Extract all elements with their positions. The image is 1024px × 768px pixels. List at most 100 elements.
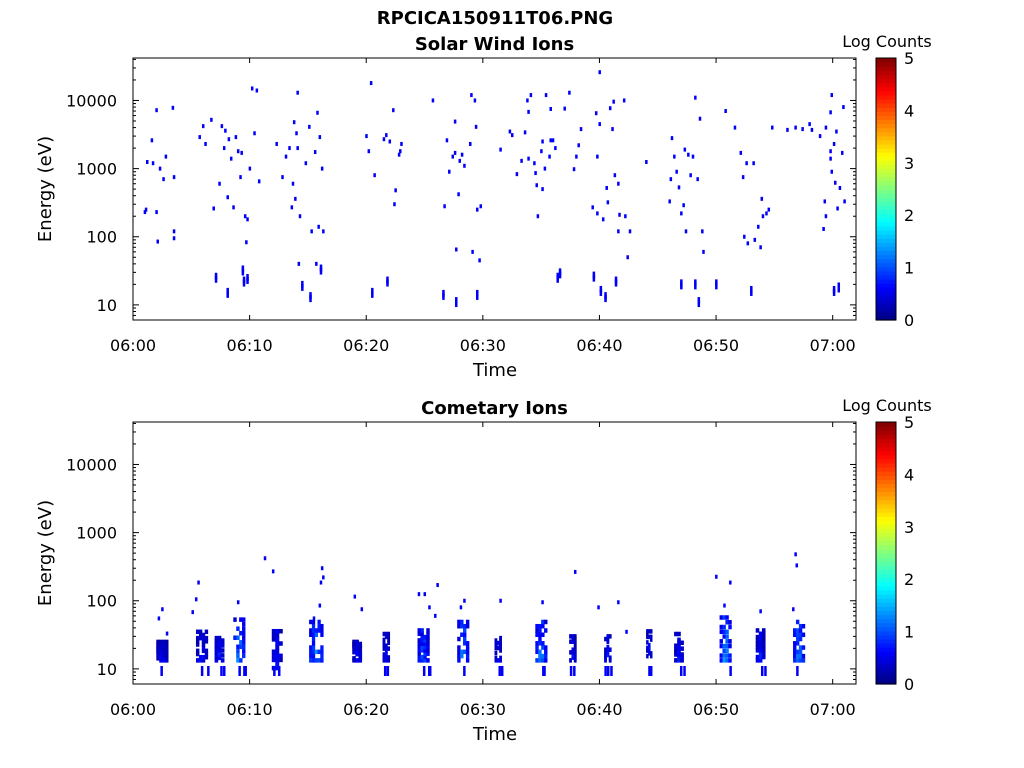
cluster-bin [573,639,577,644]
data-pixel [842,105,845,110]
colorbar-step [876,221,896,227]
data-pixel [794,125,797,130]
cluster-bin [233,635,237,640]
x-tick-label: 06:10 [227,336,273,355]
data-pixel [197,580,200,585]
cluster-bin [463,636,467,642]
cluster-bin [677,631,681,637]
colorbar-step [876,148,896,153]
ion-cluster [156,639,169,677]
data-pixel [310,229,313,234]
cluster-bin [649,666,653,677]
cluster-bin [795,628,800,633]
data-pixel [611,127,614,132]
colorbar-step [876,266,896,272]
data-pixel [745,161,748,166]
cluster-bin [384,652,388,657]
cluster-bin [217,650,222,656]
cluster-bin [541,645,545,650]
data-pixel [227,137,231,142]
data-pixel [536,214,540,219]
data-pixel [320,166,324,171]
colorbar-step [876,258,896,264]
cluster-bin [420,641,424,646]
cluster-bin [798,632,803,638]
colorbar-step [876,123,896,129]
data-pixel [275,141,278,146]
cluster-bin [755,658,760,663]
cluster-bin [201,635,206,641]
colorbar-step [876,217,896,223]
data-pixel [155,210,158,215]
cluster-bin [198,629,203,635]
data-pixel [573,569,577,574]
cluster-bin [417,641,421,646]
cluster-bin [648,642,651,648]
data-pixel [617,600,620,605]
data-pixel [288,146,291,151]
ion-cluster [646,629,653,677]
cluster-bin [417,631,421,637]
data-pixel [360,607,364,612]
cluster-bin [569,634,572,639]
cluster-bin [428,666,432,677]
colorbar-tick-label: 5 [904,413,914,432]
cluster-bin [674,658,678,663]
data-pixel [617,181,620,186]
cluster-bin [382,658,386,663]
data-pixel [680,279,683,290]
cluster-bin [311,641,316,646]
data-pixel [836,206,839,211]
data-pixel [257,179,261,184]
cluster-bin [420,654,424,660]
data-pixel [841,150,844,155]
cluster-bin [541,623,545,629]
cluster-bin [606,644,610,650]
colorbar-step [876,172,896,178]
cluster-bin [198,654,203,660]
colorbar-step [876,201,896,206]
cluster-bin [761,644,766,650]
cluster-bin [423,648,427,653]
cluster-bin [275,628,280,634]
cluster-bin [646,653,649,659]
cluster-bin [384,643,388,648]
data-pixel [618,212,621,217]
cluster-bin [417,638,421,643]
colorbar-step [876,426,896,431]
cluster-bin [320,632,324,638]
data-pixel [597,605,600,610]
cluster-bin [571,650,575,655]
colorbar-step [876,246,896,252]
colorbar-step [876,553,896,558]
colorbar-step [876,111,896,116]
cluster-bin [217,640,222,646]
data-pixel [715,574,718,579]
cluster-bin [795,636,800,642]
cluster-bin [271,628,276,634]
data-pixel [155,108,158,113]
data-pixel [541,139,544,144]
cluster-bin [571,639,575,644]
plot-area [133,58,856,320]
data-pixel [198,135,201,140]
colorbar-step [876,209,896,215]
data-pixel [243,214,247,219]
cluster-bin [271,637,276,642]
cluster-bin [541,653,545,659]
ion-cluster [793,619,806,677]
colorbar-step [876,548,896,554]
data-pixel [393,202,396,207]
data-pixel [294,196,297,201]
cluster-bin [204,635,209,641]
cluster-bin [494,640,498,646]
cluster-bin [423,638,427,643]
data-pixel [605,185,608,190]
cluster-bin [358,649,363,655]
cluster-bin [728,658,732,663]
colorbar-step [876,180,896,186]
cluster-bin [382,631,386,637]
data-pixel [694,95,697,100]
cluster-bin [382,637,386,643]
colorbar-step [876,197,896,202]
